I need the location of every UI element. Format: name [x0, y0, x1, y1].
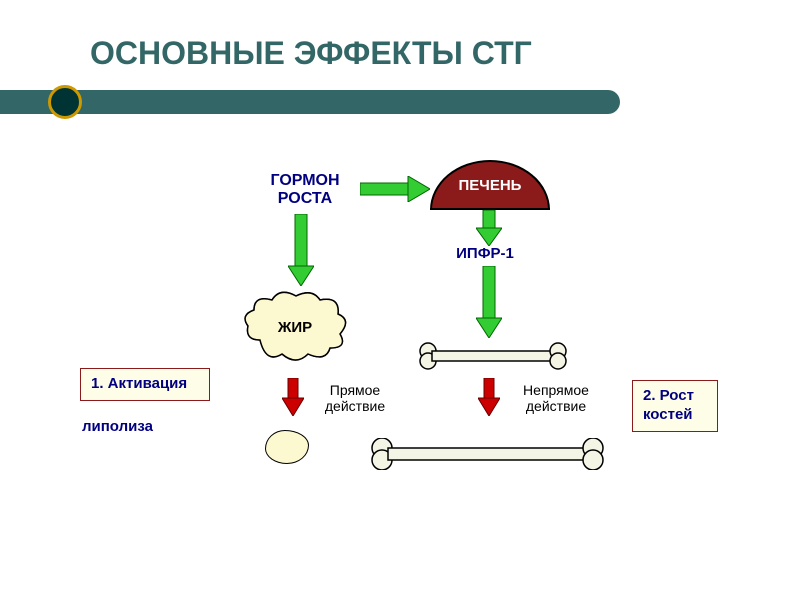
arrow-head — [282, 398, 304, 416]
fat-node: ЖИР — [240, 290, 350, 364]
liver-label: ПЕЧЕНЬ — [459, 177, 522, 194]
legend-left: 1. Активация — [80, 368, 210, 401]
lipolysis-word: липолиза — [82, 418, 153, 435]
fat-label: ЖИР — [278, 319, 312, 336]
arrow-hormone-to-liver — [360, 176, 430, 202]
bone-small — [418, 342, 568, 370]
arrow-red-direct — [282, 378, 304, 416]
arrow-shaft — [295, 214, 307, 266]
hormone-label: ГОРМОН РОСТА — [250, 172, 360, 209]
arrow-shaft — [484, 378, 494, 398]
arrow-shaft — [483, 210, 495, 228]
legend-right-line2: костей — [643, 406, 693, 423]
hormone-line2: РОСТА — [278, 190, 332, 207]
title-dot — [48, 85, 82, 119]
arrow-head — [288, 266, 314, 286]
ipfr-label: ИПФР-1 — [440, 245, 530, 262]
liver-node: ПЕЧЕНЬ — [430, 160, 550, 210]
legend-right-line1: 2. Рост — [643, 387, 694, 404]
arrow-shaft — [288, 378, 298, 398]
arrow-shaft — [360, 183, 408, 195]
arrow-ipfr-to-bone — [476, 266, 502, 338]
arrow-shaft — [483, 266, 495, 318]
indirect-line2: действие — [526, 398, 586, 414]
indirect-action-label: Непрямое действие — [506, 382, 606, 414]
title-bar — [0, 90, 620, 114]
direct-action-label: Прямое действие — [310, 382, 400, 414]
bone-large — [370, 438, 605, 470]
arrow-head — [478, 398, 500, 416]
hormone-line1: ГОРМОН — [270, 172, 339, 189]
arrow-hormone-to-fat — [288, 214, 314, 286]
arrow-liver-to-ipfr — [476, 210, 502, 246]
direct-line2: действие — [325, 398, 385, 414]
arrow-head — [476, 228, 502, 246]
legend-left-line1: 1. Активация — [91, 375, 187, 392]
small-fat-blob — [265, 430, 309, 464]
arrow-head — [476, 318, 502, 338]
page-title: ОСНОВНЫЕ ЭФФЕКТЫ СТГ — [90, 35, 532, 72]
direct-line1: Прямое — [330, 382, 380, 398]
legend-right: 2. Рост костей — [632, 380, 718, 432]
arrow-red-indirect — [478, 378, 500, 416]
indirect-line1: Непрямое — [523, 382, 589, 398]
arrow-head — [408, 176, 430, 202]
